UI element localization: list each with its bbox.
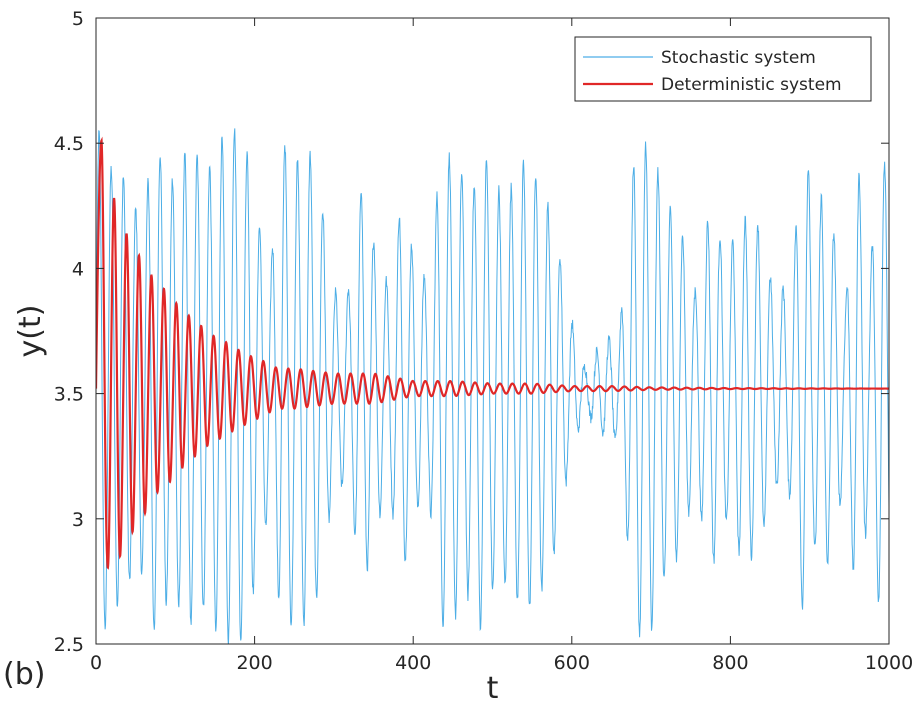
y-axis: 2.5 3 3.5 4 4.5 5: [54, 8, 889, 656]
legend-entry-stochastic: Stochastic system: [661, 48, 816, 68]
series-layer: [96, 128, 889, 644]
legend: Stochastic system Deterministic system: [574, 36, 872, 102]
y-tick-label: 3.5: [54, 384, 84, 406]
y-tick-label: 4.5: [54, 133, 84, 155]
y-tick-label: 2.5: [54, 634, 84, 656]
series-line-deterministic: [96, 136, 889, 570]
x-tick-label: 400: [395, 652, 431, 674]
x-tick-label: 200: [236, 652, 272, 674]
x-tick-label: 600: [554, 652, 590, 674]
legend-box: [574, 36, 872, 102]
plot-area: [95, 17, 890, 645]
y-axis-label: y(t): [13, 305, 48, 358]
x-axis: 0 200 400 600 800 1000: [90, 18, 913, 674]
x-axis-label: t: [487, 671, 499, 706]
x-tick-label: 800: [712, 652, 748, 674]
x-tick-label: 1000: [865, 652, 913, 674]
y-tick-label: 5: [72, 8, 84, 30]
series-line-stochastic: [96, 128, 889, 644]
y-tick-label: 3: [72, 509, 84, 531]
panel-label: (b): [3, 657, 45, 692]
legend-entry-deterministic: Deterministic system: [661, 75, 842, 95]
plot-frame: [95, 17, 890, 645]
x-tick-label: 0: [90, 652, 102, 674]
y-tick-label: 4: [72, 258, 84, 280]
